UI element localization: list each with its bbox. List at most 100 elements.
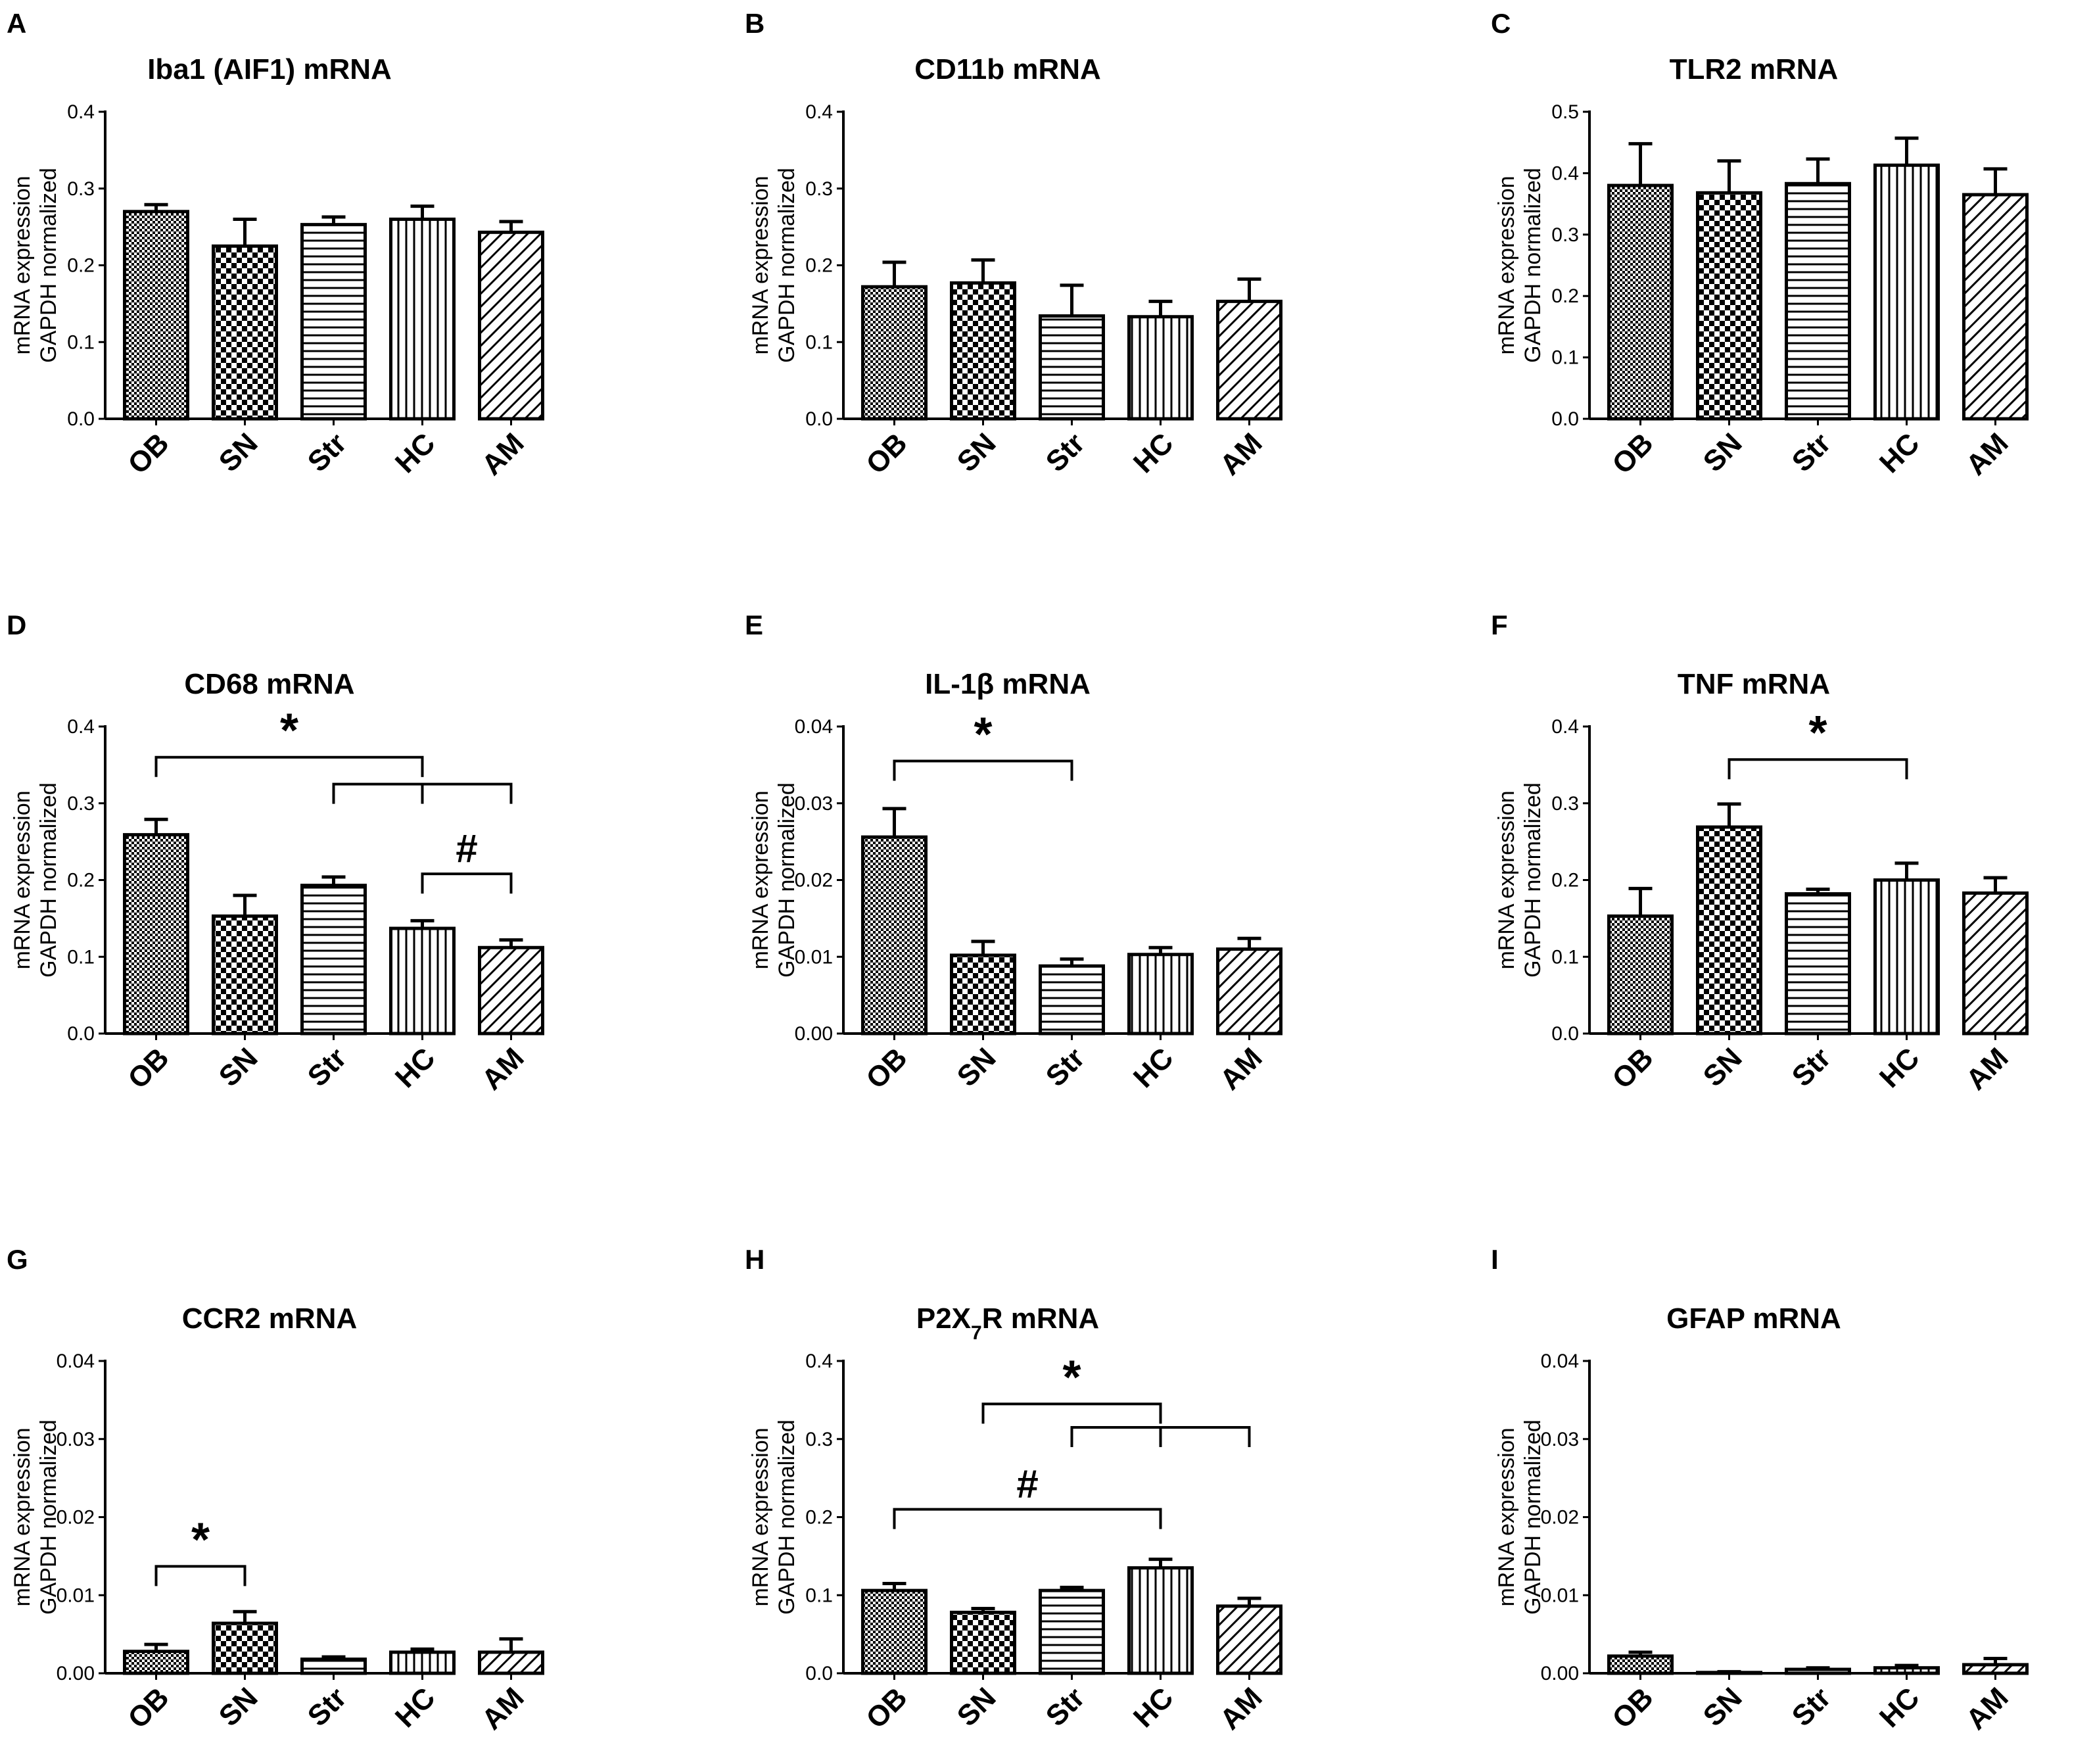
- chart-title: GFAP mRNA: [1666, 1302, 1841, 1335]
- error-bar-SN: [971, 940, 995, 955]
- y-tick-label: 0.00: [1541, 1663, 1579, 1684]
- bar-OB: [1607, 914, 1674, 1036]
- panel-letter: D: [7, 609, 26, 640]
- x-tick-label-Str: Str: [1786, 1681, 1837, 1732]
- x-tick-label-Str: Str: [302, 1041, 353, 1093]
- y-axis-label-line1: mRNA expression: [748, 176, 773, 354]
- bar-AM: [1216, 1604, 1282, 1675]
- y-tick-label: 0.1: [805, 331, 833, 353]
- error-bar-Str: [1060, 957, 1084, 966]
- y-axis-label-line2: GAPDH normalized: [1520, 1419, 1545, 1615]
- error-bar-OB: [882, 807, 906, 838]
- x-tick-label-HC: HC: [389, 1041, 442, 1094]
- y-tick-label: 0.00: [795, 1023, 833, 1045]
- bar-AM: [478, 230, 544, 421]
- y-tick-label: 0.4: [1551, 716, 1579, 738]
- significance-bracket: [893, 1508, 1162, 1529]
- y-tick-label: 0.00: [57, 1663, 95, 1684]
- bar-Str: [1785, 181, 1851, 421]
- x-tick-label-OB: OB: [1606, 427, 1659, 480]
- significance-star: *: [1062, 1351, 1081, 1404]
- bar-OB: [123, 833, 189, 1036]
- bar-HC: [1127, 315, 1194, 421]
- bar-OB: [123, 1650, 189, 1675]
- x-tick-label-AM: AM: [1960, 1041, 2015, 1096]
- error-bar-AM: [499, 220, 523, 233]
- y-tick-label: 0.2: [805, 1507, 833, 1529]
- x-tick-label-SN: SN: [951, 427, 1002, 478]
- significance-bracket: [332, 782, 513, 804]
- bar-HC: [389, 926, 456, 1036]
- y-tick-label: 0.02: [795, 870, 833, 892]
- y-axis-label-line1: mRNA expression: [10, 790, 35, 969]
- chart-panel-H: H P2X7R mRNA mRNA expression GAPDH normaliz…: [745, 1244, 1282, 1736]
- error-bar-SN: [1717, 802, 1741, 827]
- bar-HC: [389, 1650, 456, 1675]
- bar-Str: [1039, 314, 1105, 421]
- error-bar-HC: [410, 918, 435, 929]
- error-bar-OB: [144, 1642, 168, 1652]
- x-tick-label-HC: HC: [1127, 1681, 1180, 1734]
- error-bar-AM: [1983, 876, 2008, 894]
- x-tick-label-Str: Str: [302, 1681, 353, 1732]
- y-tick-label: 0.5: [1551, 101, 1579, 123]
- x-tick-label-SN: SN: [213, 427, 264, 478]
- bar-Str: [300, 884, 367, 1036]
- y-axis-label-line2: GAPDH normalized: [36, 782, 61, 978]
- y-axis-label-line1: mRNA expression: [10, 1427, 35, 1606]
- error-bar-OB: [1628, 886, 1653, 917]
- x-tick-label-Str: Str: [1786, 1041, 1837, 1093]
- error-bar-HC: [1894, 1663, 1919, 1668]
- chart-title: Iba1 (AIF1) mRNA: [147, 53, 392, 85]
- y-tick-label: 0.04: [1541, 1350, 1579, 1372]
- x-tick-label-OB: OB: [122, 427, 175, 480]
- y-tick-label: 0.1: [805, 1585, 833, 1606]
- y-tick-label: 0.1: [67, 331, 95, 353]
- y-tick-label: 0.2: [67, 255, 95, 277]
- y-tick-label: 0.1: [1551, 347, 1579, 369]
- y-tick-label: 0.01: [1541, 1585, 1579, 1606]
- y-tick-label: 0.1: [1551, 946, 1579, 968]
- y-axis-label-line1: mRNA expression: [1494, 1427, 1519, 1606]
- chart-panel-C: C TLR2 mRNA mRNA expression GAPDH normalize…: [1491, 8, 2029, 481]
- error-bar-HC: [1148, 1558, 1173, 1568]
- y-tick-label: 0.2: [67, 870, 95, 892]
- y-axis-label-line2: GAPDH normalized: [1520, 168, 1545, 363]
- error-bar-Str: [321, 875, 346, 886]
- bar-Str: [1039, 1588, 1105, 1675]
- chart-title: CCR2 mRNA: [182, 1302, 357, 1335]
- y-axis-label-line2: GAPDH normalized: [36, 168, 61, 363]
- x-tick-label-OB: OB: [1606, 1041, 1659, 1095]
- bar-SN: [950, 953, 1016, 1036]
- y-axis-label-line1: mRNA expression: [748, 1427, 773, 1606]
- chart-panel-I: I GFAP mRNA mRNA expression GAPDH normalize…: [1491, 1244, 2029, 1736]
- bar-AM: [1216, 299, 1282, 421]
- significance-star: *: [191, 1514, 210, 1566]
- x-tick-label-Str: Str: [302, 427, 353, 478]
- bar-Str: [300, 223, 367, 421]
- x-tick-label-SN: SN: [1697, 1681, 1749, 1732]
- y-tick-label: 0.4: [67, 101, 95, 123]
- x-tick-label-AM: AM: [476, 1681, 530, 1736]
- bar-AM: [1962, 1663, 2029, 1675]
- significance-bracket: [981, 1402, 1162, 1424]
- y-axis-label-line1: mRNA expression: [748, 790, 773, 969]
- x-tick-label-OB: OB: [860, 427, 913, 480]
- bar-AM: [1962, 193, 2029, 421]
- significance-star: *: [1808, 707, 1827, 759]
- error-bar-Str: [321, 215, 346, 225]
- y-tick-label: 0.0: [805, 408, 833, 430]
- y-tick-label: 0.1: [67, 946, 95, 968]
- x-tick-label-HC: HC: [389, 427, 442, 479]
- chart-panel-B: B CD11b mRNA mRNA expression GAPDH normaliz…: [745, 8, 1282, 481]
- chart-title: P2X7R mRNA: [916, 1302, 1099, 1344]
- error-bar-HC: [410, 1647, 435, 1652]
- bar-HC: [1873, 878, 1940, 1036]
- bar-Str: [1785, 892, 1851, 1036]
- error-bar-OB: [882, 1581, 906, 1591]
- x-tick-label-SN: SN: [1697, 427, 1749, 478]
- x-tick-label-OB: OB: [1606, 1681, 1659, 1734]
- bar-OB: [1607, 183, 1674, 421]
- error-bar-HC: [1148, 299, 1173, 317]
